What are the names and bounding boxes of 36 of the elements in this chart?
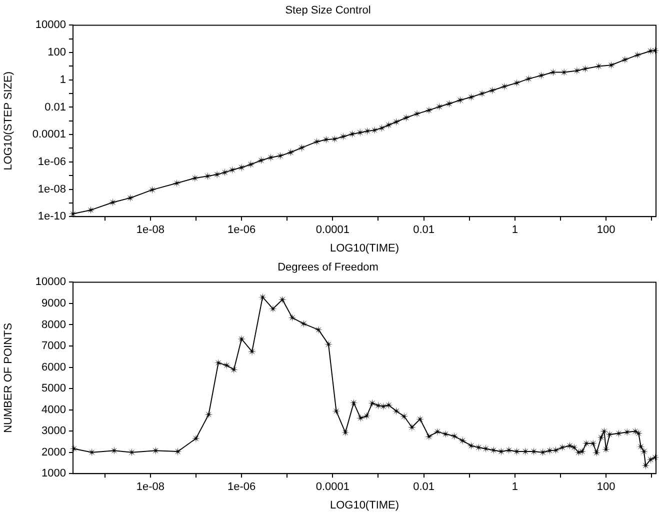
y-tick-label: 1e-06 — [38, 156, 66, 168]
x-axis-title: LOG10(TIME) — [330, 242, 400, 254]
y-tick-label: 1e-10 — [38, 210, 66, 223]
x-tick-label: 0.0001 — [316, 224, 350, 236]
x-axis-title: LOG10(TIME) — [330, 499, 400, 512]
chart-title: Step Size Control — [285, 4, 371, 17]
x-tick-label: 1e-06 — [227, 224, 256, 236]
y-tick-label: 1000 — [42, 468, 66, 480]
y-tick-label: 0.0001 — [32, 128, 66, 141]
x-tick-label: 0.0001 — [316, 481, 350, 494]
y-tick-label: 3000 — [42, 425, 66, 438]
y-tick-label: 0.01 — [44, 101, 66, 114]
x-tick-label: 1 — [512, 224, 518, 236]
y-tick-label: 5000 — [42, 382, 66, 395]
y-axis-title: LOG10(STEP SIZE) — [2, 71, 15, 170]
y-tick-label: 8000 — [42, 318, 66, 331]
x-tick-label: 100 — [596, 481, 616, 494]
x-tick-label: 0.01 — [413, 481, 434, 494]
chart-title: Degrees of Freedom — [278, 262, 378, 274]
x-tick-label: 100 — [596, 224, 616, 236]
y-tick-label: 1e-08 — [38, 183, 66, 196]
y-tick-label: 1 — [60, 74, 66, 86]
y-tick-label: 100 — [48, 46, 66, 59]
y-tick-label: 4000 — [42, 404, 66, 416]
y-tick-label: 7000 — [42, 340, 66, 352]
x-tick-label: 1 — [512, 481, 518, 494]
y-tick-label: 10000 — [35, 276, 66, 288]
y-tick-label: 6000 — [42, 361, 66, 374]
y-tick-label: 2000 — [42, 446, 66, 458]
x-tick-label: 0.01 — [413, 224, 434, 236]
y-tick-label: 10000 — [35, 19, 66, 32]
y-tick-label: 9000 — [42, 298, 66, 310]
y-axis-title: NUMBER OF POINTS — [2, 322, 15, 433]
x-tick-label: 1e-06 — [227, 481, 256, 494]
x-tick-label: 1e-08 — [136, 224, 164, 236]
x-tick-label: 1e-08 — [136, 481, 164, 494]
